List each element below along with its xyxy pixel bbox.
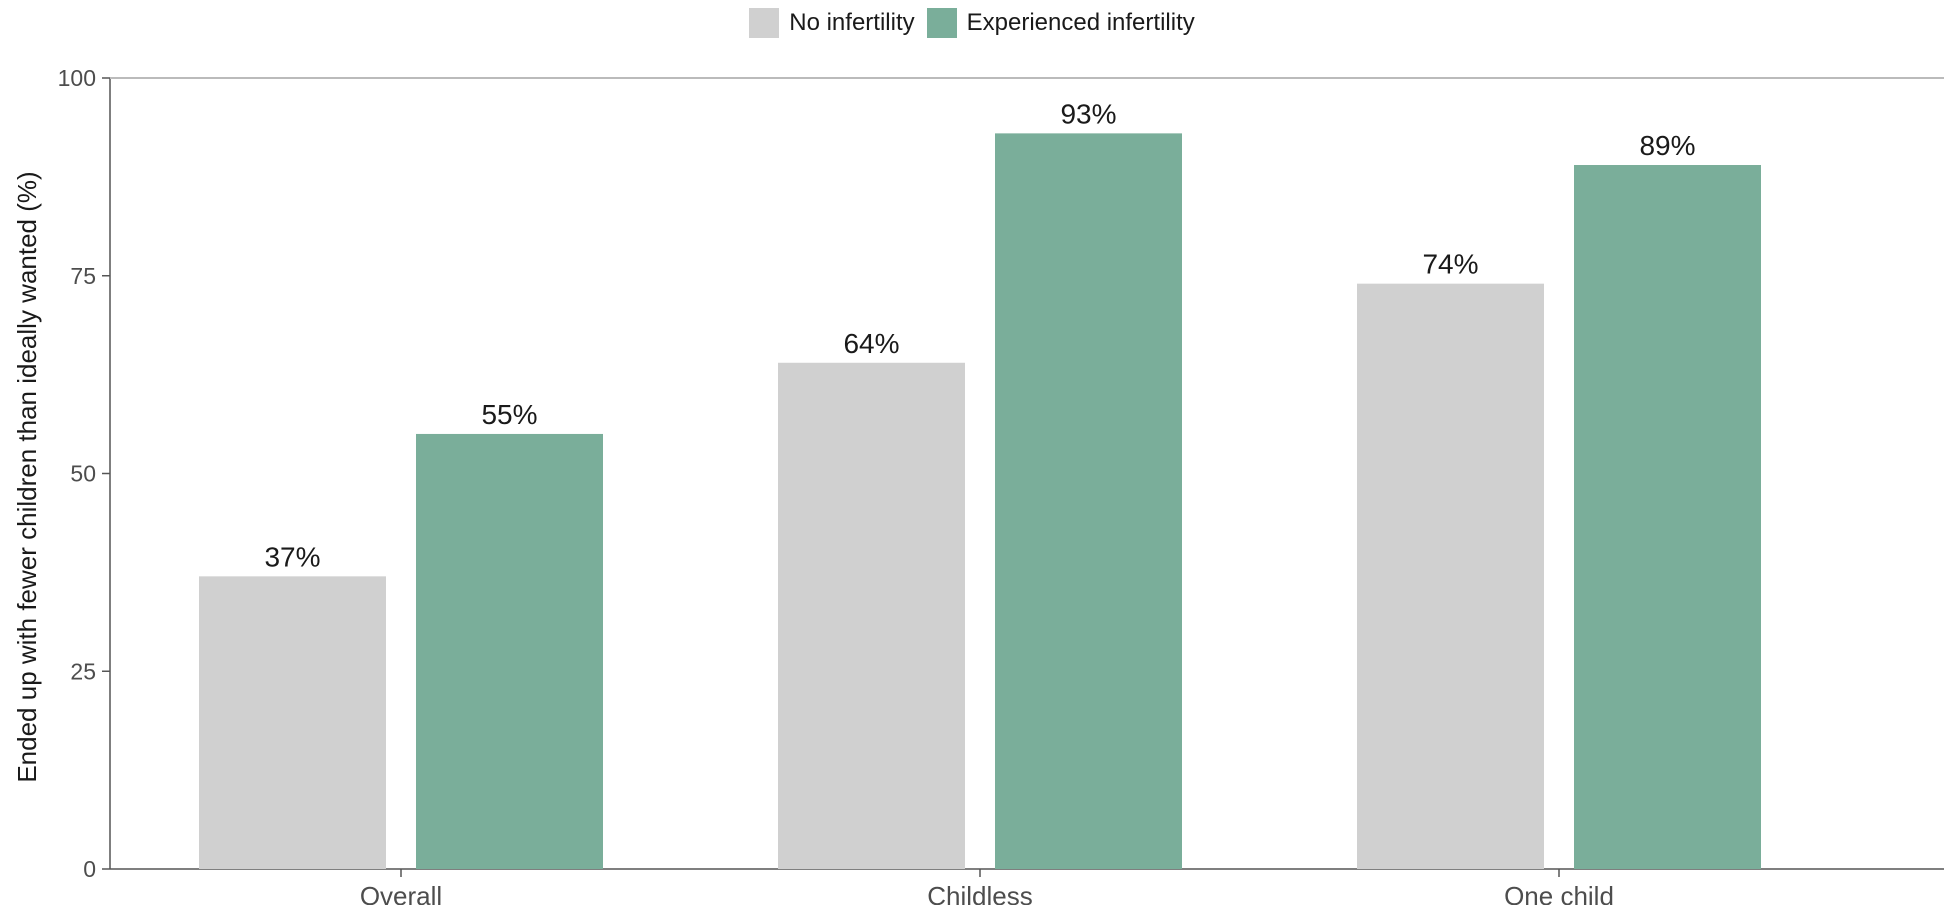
bar: [778, 362, 965, 869]
data-labels: 37% 55% 64% 93% 74% 89%: [264, 98, 1695, 572]
y-tick-label: 100: [58, 65, 96, 91]
legend-item-no-infertility: No infertility: [749, 8, 915, 38]
legend-label-no-infertility: No infertility: [789, 9, 915, 36]
y-tick-label: 75: [70, 263, 96, 289]
x-category-label: One child: [1504, 881, 1614, 905]
bar-value-label: 64%: [843, 328, 899, 359]
bar: [416, 433, 603, 869]
bar: [1357, 283, 1544, 869]
legend-label-experienced-infertility: Experienced infertility: [966, 9, 1195, 36]
bar: [995, 133, 1182, 869]
legend-swatch-experienced-infertility: [926, 8, 957, 38]
bar-value-label: 89%: [1639, 130, 1695, 161]
legend: No infertility Experienced infertility: [0, 8, 1944, 38]
legend-item-experienced-infertility: Experienced infertility: [926, 8, 1195, 38]
bar-value-label: 93%: [1060, 98, 1116, 129]
x-category-label: Overall: [360, 881, 442, 905]
bar-value-label: 55%: [481, 399, 537, 430]
bar-value-label: 37%: [264, 541, 320, 572]
bar-value-label: 74%: [1422, 249, 1478, 280]
y-tick-label: 25: [70, 658, 96, 684]
bar: [199, 576, 386, 869]
bar: [1574, 165, 1761, 869]
y-axis-title: Ended up with fewer children than ideall…: [12, 171, 42, 782]
y-tick-label: 0: [83, 856, 96, 882]
x-category-label: Childless: [927, 881, 1033, 905]
legend-swatch-no-infertility: [749, 8, 780, 38]
y-tick-label: 50: [70, 461, 96, 487]
bars: [199, 133, 1761, 869]
